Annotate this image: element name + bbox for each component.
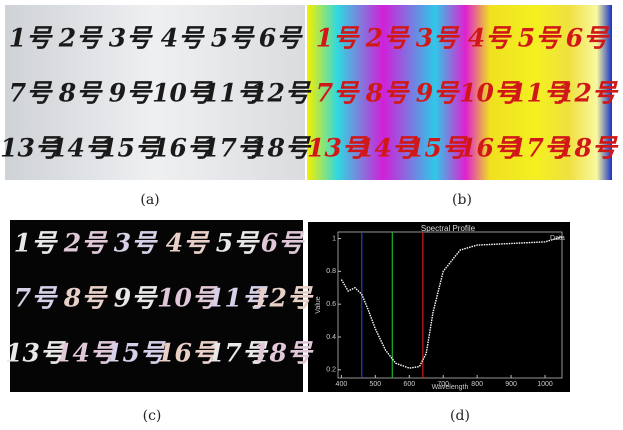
caption: (d)	[450, 408, 470, 424]
x-tick-label: 700	[437, 381, 449, 388]
specimen-label: 16号	[157, 339, 219, 368]
specimen-label: 1号	[14, 229, 58, 258]
y-tick-label: 0.4	[326, 334, 336, 341]
specimen-label: 10号	[152, 79, 214, 108]
specimen-label: 1号	[9, 24, 53, 53]
specimen-label: 5号	[518, 24, 562, 53]
specimen-label: 4号	[468, 24, 512, 53]
specimen-label: 8号	[58, 79, 103, 108]
x-tick-label: 600	[403, 381, 415, 388]
specimen-label: 17号	[207, 339, 269, 368]
x-tick-label: 900	[505, 381, 517, 388]
specimen-label: 13号	[307, 134, 369, 163]
specimen-label: 18号	[252, 339, 314, 368]
specimen-label: 17号	[509, 134, 571, 163]
legend-label: Data	[550, 235, 565, 242]
specimen-label: 4号	[166, 229, 210, 258]
specimen-label: 8号	[365, 79, 410, 108]
y-tick-label: 0.2	[326, 367, 336, 374]
specimen-label: 11号	[207, 284, 269, 313]
x-tick-label: 800	[471, 381, 483, 388]
panel-b	[307, 5, 612, 180]
specimen-label: 7号	[316, 79, 360, 108]
specimen-label: 5号	[211, 24, 255, 53]
specimen-label: 13号	[5, 339, 67, 368]
specimen-label: 3号	[416, 24, 460, 53]
specimen-label: 9号	[109, 79, 153, 108]
specimen-label: 14号	[55, 339, 117, 368]
specimen-label: 13号	[0, 134, 62, 163]
specimen-label: 15号	[407, 134, 469, 163]
specimen-label: 5号	[216, 229, 260, 258]
specimen-label: 17号	[202, 134, 264, 163]
specimen-label: 2号	[58, 24, 103, 53]
specimen-label: 10号	[459, 79, 521, 108]
x-axis-label: Wavelength	[432, 384, 469, 391]
specimen-label: 15号	[105, 339, 167, 368]
specimen-label: 11号	[202, 79, 264, 108]
specimen-label: 16号	[459, 134, 521, 163]
x-tick-label: 1000	[537, 381, 553, 388]
specimen-label: 18号	[250, 134, 312, 163]
specimen-label: 3号	[114, 229, 158, 258]
panel-a	[5, 5, 305, 180]
caption: (c)	[143, 408, 162, 424]
specimen-label: 11号	[509, 79, 571, 108]
specimen-label: 2号	[63, 229, 108, 258]
specimen-label: 1号	[316, 24, 360, 53]
y-axis-label: Value	[315, 296, 322, 313]
specimen-label: 3号	[109, 24, 153, 53]
specimen-label: 9号	[416, 79, 460, 108]
specimen-label: 12号	[250, 79, 312, 108]
specimen-label: 18号	[557, 134, 619, 163]
caption: (b)	[452, 192, 472, 208]
y-tick-label: 0.6	[326, 301, 336, 308]
panel-d	[308, 222, 570, 392]
specimen-label: 4号	[161, 24, 205, 53]
specimen-label: 10号	[157, 284, 219, 313]
specimen-label: 15号	[100, 134, 162, 163]
specimen-label: 6号	[259, 24, 303, 53]
specimen-label: 8号	[63, 284, 108, 313]
y-tick-label: 0.8	[326, 268, 336, 275]
specimen-label: 6号	[566, 24, 610, 53]
specimen-label: 16号	[152, 134, 214, 163]
chart-title: Spectral Profile	[421, 224, 476, 233]
specimen-label: 7号	[14, 284, 58, 313]
plot-frame	[337, 231, 563, 379]
specimen-label: 12号	[252, 284, 314, 313]
specimen-label: 2号	[365, 24, 410, 53]
data-line	[340, 236, 563, 369]
specimen-label: 12号	[557, 79, 619, 108]
x-tick-label: 500	[369, 381, 381, 388]
specimen-label: 14号	[50, 134, 112, 163]
specimen-label: 9号	[114, 284, 158, 313]
specimen-label: 14号	[357, 134, 419, 163]
specimen-label: 7号	[9, 79, 53, 108]
caption: (a)	[140, 192, 159, 208]
y-tick-label: 1	[332, 235, 336, 242]
specimen-label: 6号	[261, 229, 305, 258]
panel-c	[10, 220, 303, 392]
x-tick-label: 400	[336, 381, 348, 388]
